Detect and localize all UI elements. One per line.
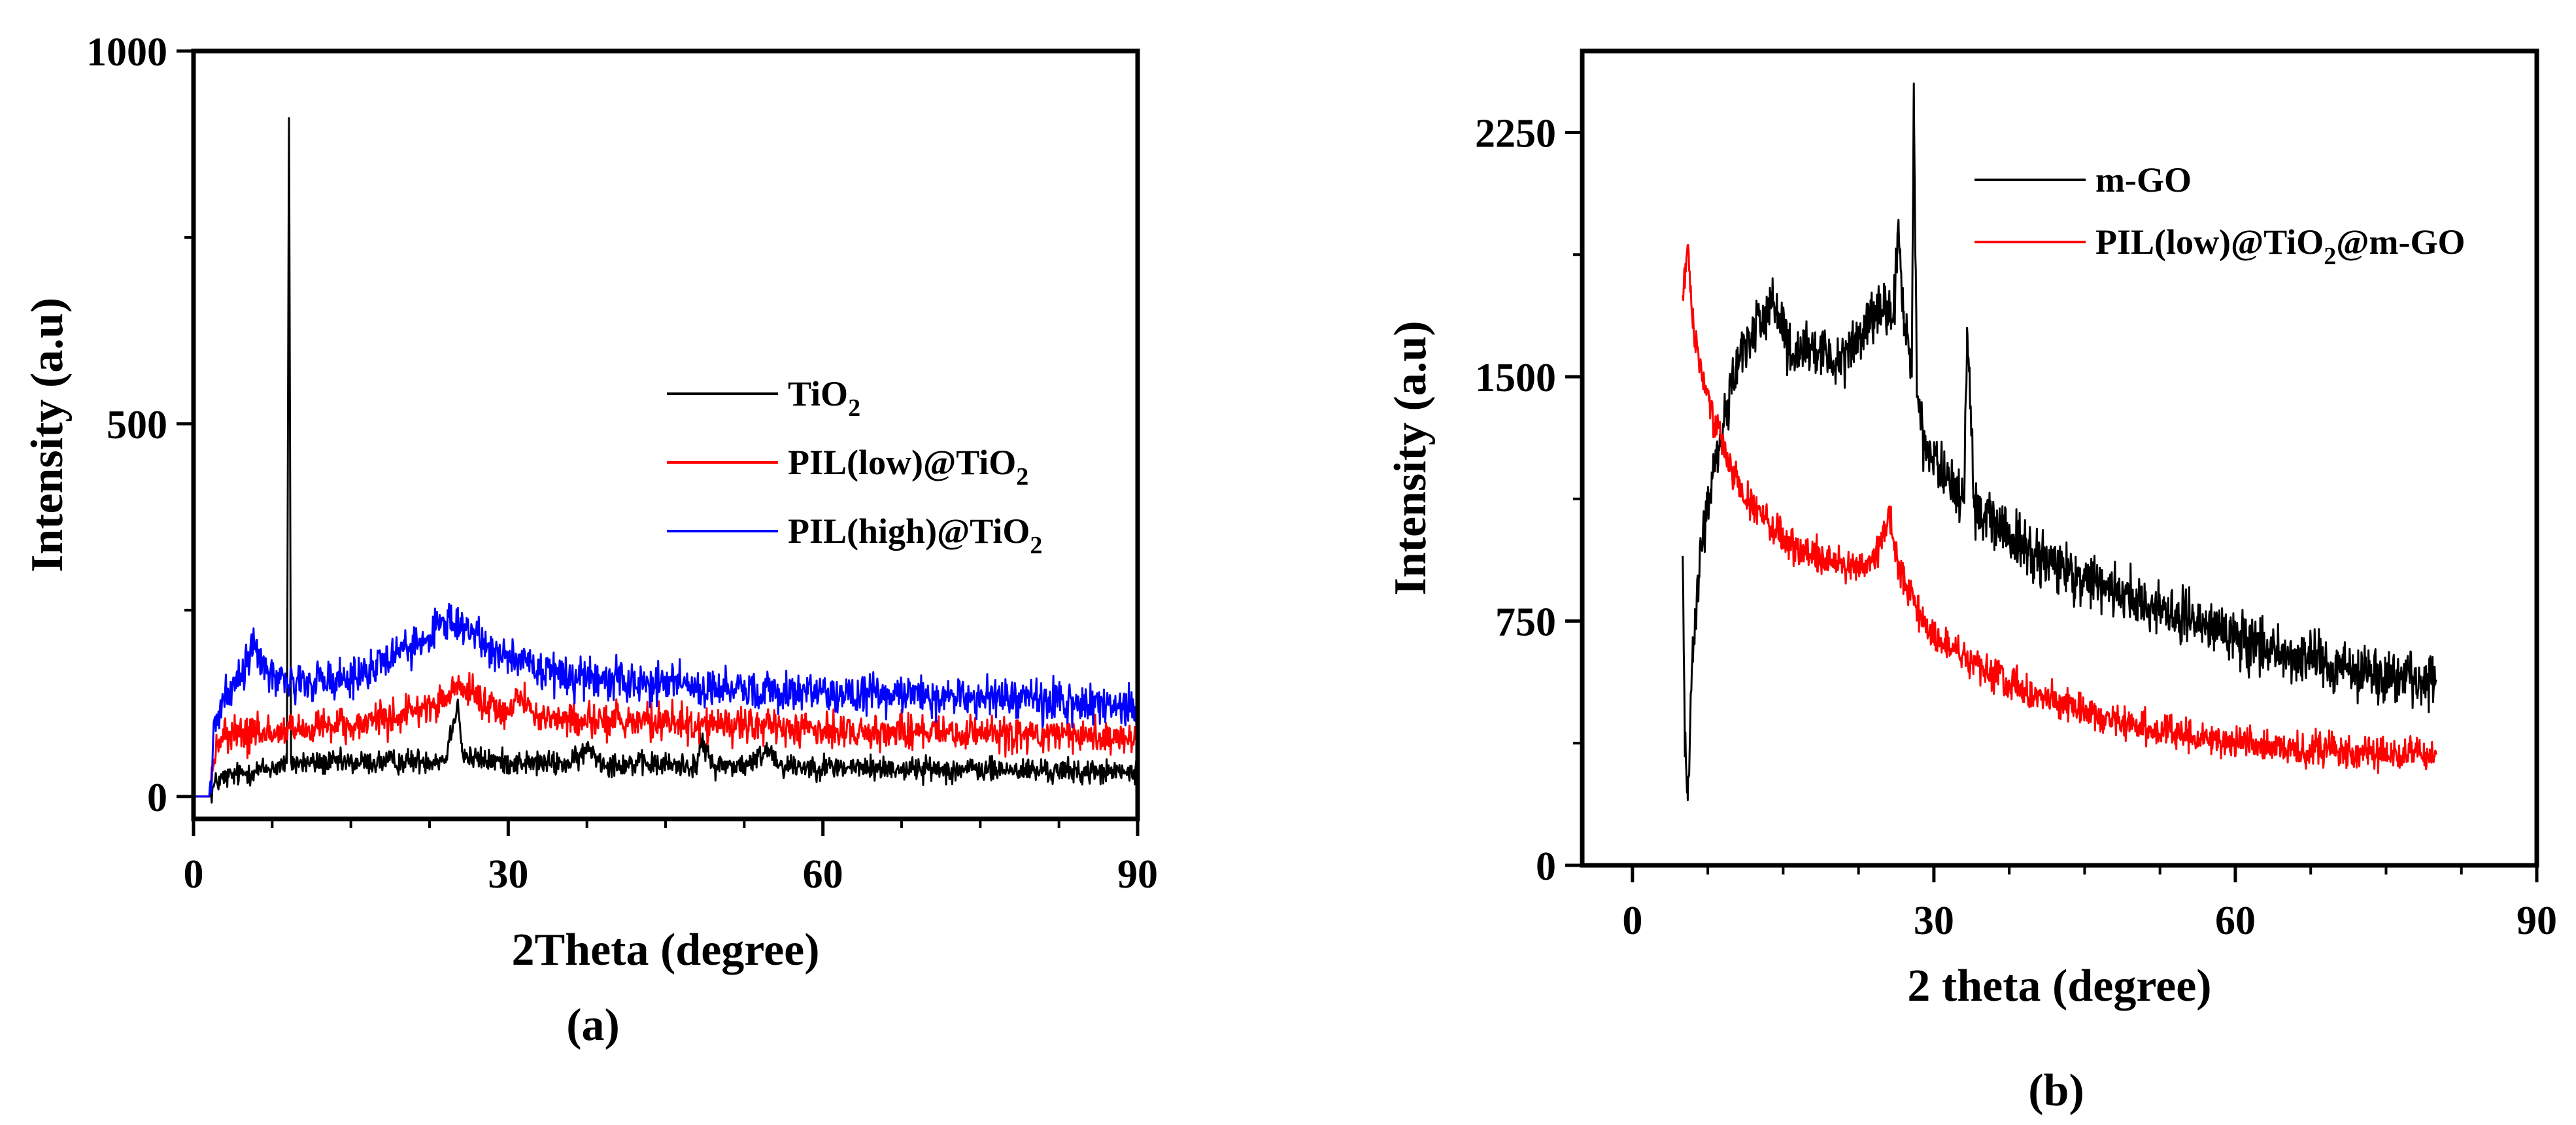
plot-frame-b [1580, 48, 2539, 868]
y-axis-label-b: Intensity (a.u) [1385, 320, 1436, 595]
y-tick-label-b: 750 [1495, 600, 1556, 645]
series-line-a-1 [194, 117, 1138, 804]
y-tick-label-b: 0 [1536, 844, 1556, 889]
x-tick-label-a: 60 [803, 852, 843, 897]
x-tick-label-a: 0 [184, 852, 204, 897]
x-tick-label-a: 90 [1117, 852, 1158, 897]
legend-label-a-1: TiO2 [788, 374, 860, 422]
y-tick-label-a: 1000 [86, 30, 167, 75]
y-tick-label-a: 500 [107, 403, 167, 447]
legend-label-a-2: PIL(low)@TiO2 [788, 443, 1028, 491]
legend-label-b-1: m-GO [2095, 160, 2192, 199]
panel-label-b: (b) [2028, 1065, 2084, 1116]
series-line-a-2 [194, 672, 1138, 798]
x-tick-label-b: 90 [2517, 899, 2557, 943]
x-tick-label-b: 0 [1622, 899, 1642, 943]
x-tick-label-b: 30 [1914, 899, 1954, 943]
legend-label-a-3: PIL(high)@TiO2 [788, 511, 1042, 559]
y-tick-label-b: 1500 [1475, 356, 1556, 400]
x-axis-label-a: 2Theta (degree) [511, 925, 819, 975]
legend-label-b-2: PIL(low)@TiO2@m-GO [2095, 222, 2465, 270]
y-axis-label-a: Intensity (a.u) [22, 298, 73, 572]
x-axis-label-b: 2 theta (degree) [1907, 961, 2211, 1011]
chart-b: 0 30 60 90 0 750 1500 2250 2 theta (degree) Inten… [1385, 48, 2557, 1011]
series-line-b-1 [1682, 82, 2437, 801]
y-tick-label-a: 0 [147, 776, 167, 820]
y-tick-label-b: 2250 [1475, 112, 1556, 156]
series-line-a-3 [194, 602, 1138, 798]
x-tick-label-a: 30 [488, 852, 528, 897]
x-tick-label-b: 60 [2215, 899, 2256, 943]
chart-a: 0 30 60 90 0 500 1000 2Theta (degree) Intensity … [22, 30, 1158, 975]
series-line-b-2 [1682, 243, 2437, 774]
panel-label-a: (a) [566, 1000, 620, 1050]
